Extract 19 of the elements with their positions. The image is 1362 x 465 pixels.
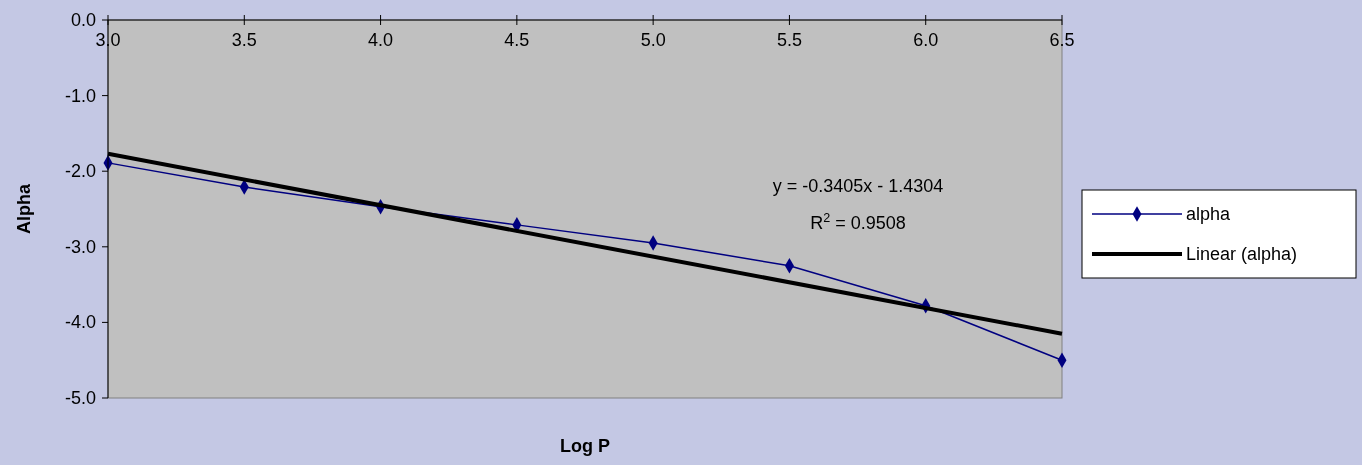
x-axis-title: Log P [560,436,610,456]
y-tick-label: -3.0 [64,236,96,257]
x-tick-label: 3.5 [231,30,257,50]
x-tick-label: 6.0 [913,30,939,50]
y-tick-label: -4.0 [64,312,96,333]
legend-label: alpha [1186,204,1232,224]
y-tick-label: -1.0 [64,85,96,106]
annotation: y = -0.3405x - 1.4304 [772,176,944,196]
x-tick-label: 5.0 [640,30,666,50]
y-tick-label: 0.0 [70,10,96,30]
annotation: R$^{2}$ = 0.9508 [810,211,906,233]
y-tick-label: -5.0 [64,388,96,408]
legend-label: Linear (alpha) [1186,244,1298,264]
x-tick-label: 5.5 [776,30,802,50]
x-tick-label: 4.0 [368,30,394,50]
x-tick-label: 6.5 [1049,30,1075,50]
x-tick-label: 4.5 [504,30,530,50]
y-tick-label: -2.0 [64,161,96,182]
y-axis-title: Alpha [14,183,34,235]
